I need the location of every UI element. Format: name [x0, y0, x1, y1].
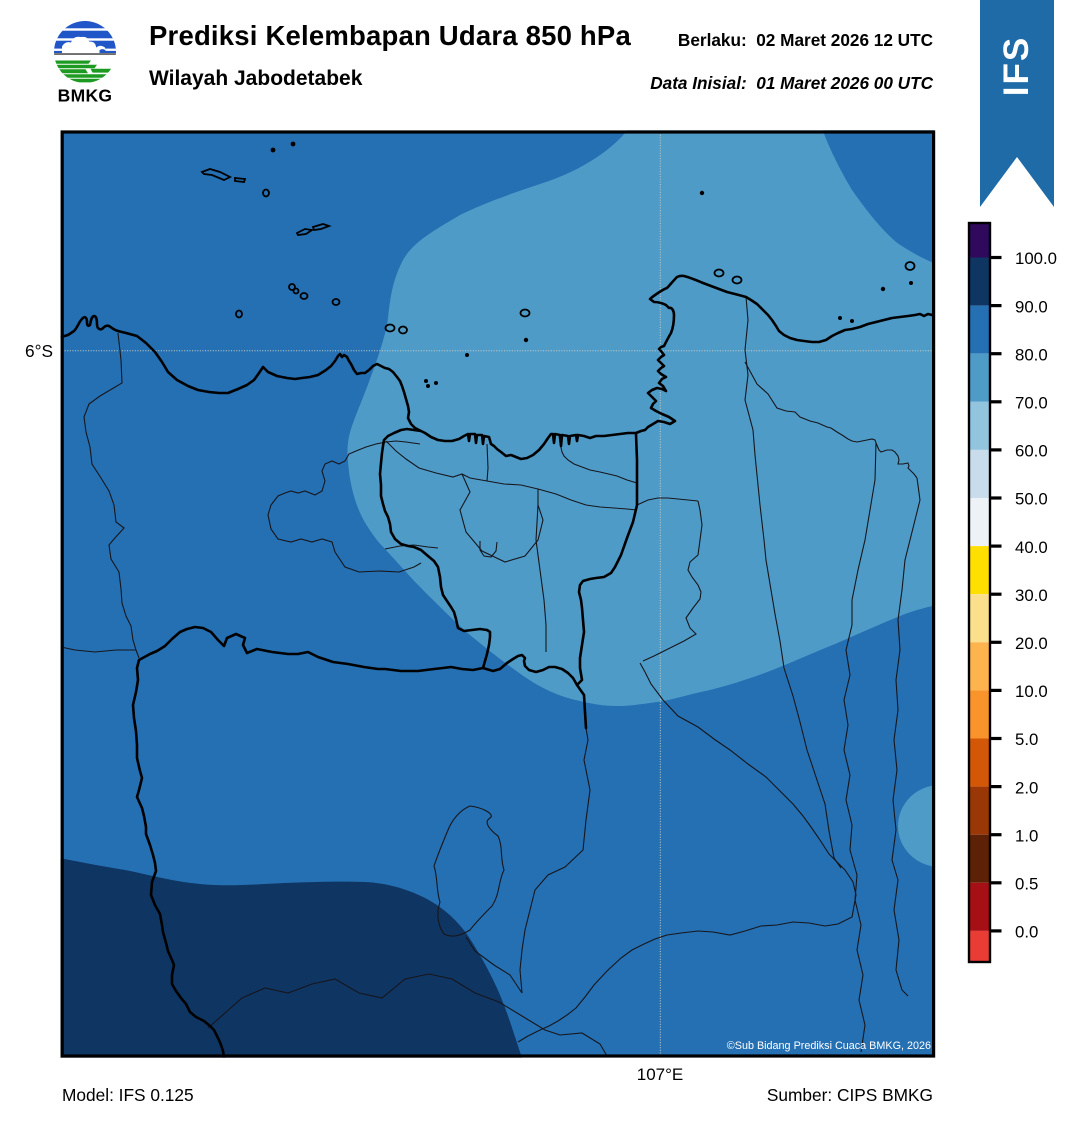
- svg-text:0.0: 0.0: [1015, 923, 1038, 942]
- svg-text:100.0: 100.0: [1015, 249, 1057, 268]
- svg-text:80.0: 80.0: [1015, 345, 1048, 364]
- svg-text:30.0: 30.0: [1015, 586, 1048, 605]
- svg-text:2.0: 2.0: [1015, 778, 1038, 797]
- svg-text:BMKG: BMKG: [58, 86, 113, 106]
- svg-text:0.5: 0.5: [1015, 875, 1038, 894]
- svg-text:90.0: 90.0: [1015, 297, 1048, 316]
- svg-text:5.0: 5.0: [1015, 730, 1038, 749]
- svg-text:10.0: 10.0: [1015, 682, 1048, 701]
- svg-text:40.0: 40.0: [1015, 538, 1048, 557]
- svg-text:20.0: 20.0: [1015, 634, 1048, 653]
- svg-text:1.0: 1.0: [1015, 826, 1038, 845]
- svg-text:50.0: 50.0: [1015, 490, 1048, 509]
- svg-text:IFS: IFS: [997, 36, 1036, 96]
- svg-text:60.0: 60.0: [1015, 442, 1048, 461]
- svg-text:©Sub Bidang Prediksi Cuaca BMK: ©Sub Bidang Prediksi Cuaca BMKG, 2026: [727, 1040, 931, 1052]
- svg-text:70.0: 70.0: [1015, 394, 1048, 413]
